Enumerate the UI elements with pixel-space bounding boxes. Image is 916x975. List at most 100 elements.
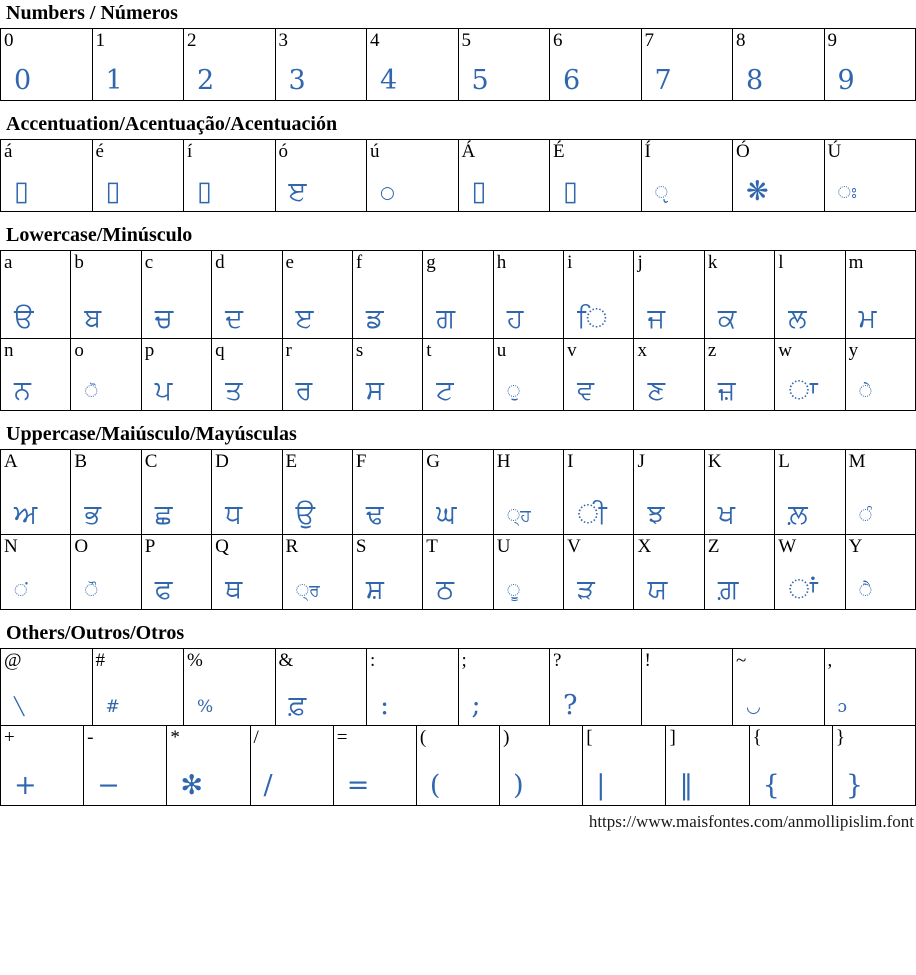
char-label: : — [370, 650, 376, 671]
font-glyph: ੜ — [577, 574, 595, 605]
font-glyph: : — [380, 690, 390, 721]
font-glyph: ਕ — [717, 303, 737, 334]
char-cell: S ਸ਼ — [352, 535, 424, 610]
char-label: N — [4, 536, 18, 557]
font-glyph: 8 — [746, 65, 764, 96]
font-glyph: ੋ — [84, 382, 98, 402]
font-glyph: ɔ — [837, 697, 848, 717]
font-glyph: ਣ — [647, 375, 666, 406]
font-glyph: 3 — [288, 65, 306, 96]
char-table: A ਅ B ਭ C ਛ D ਧ E ਉ F ਢ G ਘ H੍ਹ Iੀ J ਝ K ਖ L ਲ਼ Mੰ Nਂ Oੌ P ਫ Q ਥ R੍ਰ S… — [0, 449, 916, 610]
char-label: J — [637, 451, 645, 472]
font-glyph: # — [105, 697, 120, 717]
font-glyph: ਸ਼ — [365, 574, 384, 605]
char-label: r — [285, 340, 292, 361]
font-glyph: 0 — [14, 65, 32, 96]
section-title: Lowercase/Minúsculo — [6, 224, 193, 246]
font-glyph: ਿ — [577, 303, 608, 334]
char-label: Í — [644, 141, 651, 162]
char-label: l — [778, 252, 784, 273]
char-label: c — [144, 252, 154, 273]
section-title: Others/Outros/Otros — [6, 622, 185, 644]
char-table-group: A ਅ B ਭ C ਛ D ਧ E ਉ F ਢ G ਘ H੍ਹ Iੀ J ਝ K ਖ L ਲ਼ Mੰ Nਂ Oੌ P ਫ Q ਥ R੍ਰ S… — [0, 449, 916, 610]
char-cell: É ▯ — [550, 140, 642, 212]
font-glyph: ? — [563, 690, 578, 721]
char-cell: Úਃ — [824, 140, 916, 212]
char-label: V — [567, 536, 581, 557]
font-glyph: 7 — [654, 65, 672, 96]
char-cell: Ó ❋ — [733, 140, 825, 212]
char-label: 9 — [827, 30, 838, 51]
char-label: p — [144, 340, 155, 361]
char-cell: & ਫ਼ — [275, 649, 367, 726]
char-cell: ! — [641, 649, 733, 726]
font-glyph: ਝ — [647, 499, 665, 530]
char-label: I — [567, 451, 574, 472]
char-label: S — [355, 536, 367, 557]
char-label: a — [4, 252, 13, 273]
char-cell: uੁ — [493, 339, 565, 411]
char-label: Z — [707, 536, 720, 557]
char-label: ; — [461, 650, 467, 671]
font-glyph: ੳ — [14, 303, 34, 334]
font-glyph: ਦ — [225, 303, 244, 334]
font-glyph: ਜ — [647, 303, 666, 334]
char-cell: ,ɔ — [824, 649, 916, 726]
font-glyph: 9 — [837, 65, 855, 96]
char-label: 5 — [461, 30, 472, 51]
char-label: E — [285, 451, 298, 472]
char-label: u — [496, 340, 507, 361]
char-label: H — [496, 451, 511, 472]
char-label: 6 — [553, 30, 563, 51]
char-label: W — [778, 536, 797, 557]
char-cell: :: — [367, 649, 459, 726]
char-cell: Yੈ — [845, 535, 916, 610]
char-cell: Iੀ — [564, 450, 635, 535]
font-glyph: ▯ — [563, 176, 578, 207]
char-label: é — [95, 141, 104, 162]
char-label: e — [285, 252, 294, 273]
char-label: / — [253, 727, 259, 748]
font-glyph: ਗ਼ — [717, 574, 739, 605]
char-label: ( — [419, 727, 427, 748]
char-label: g — [426, 252, 436, 273]
font-glyph: ੀ — [577, 499, 607, 530]
char-cell: ;; — [458, 649, 550, 726]
font-glyph: = — [346, 770, 370, 801]
char-cell: @ ╲ — [1, 649, 93, 726]
font-glyph: ਸ — [365, 375, 384, 406]
char-table: + + - − * ✻ / / = =(())[|] ‖{{}} — [0, 726, 916, 806]
font-glyph: 4 — [380, 65, 398, 96]
char-table-group: @ ╲ # #%% & ਫ਼::;;??! ~ ◡, ɔ + + - − * ✻ / / = =(())[|] ‖{{… — [0, 648, 916, 806]
char-label: 2 — [187, 30, 197, 51]
char-table: a ੳ b ਬ c ਚ d ਦ e ੲ f ਡ g ਗ h ਹ iਿ j ਜ k ਕ l ਲ m ਮ n ਨ oੋ p ਪ q ਤ r ਰ s ਸ t ਟ… — [0, 250, 916, 411]
font-glyph: ਃ — [837, 183, 858, 203]
char-cell: Oੌ — [71, 535, 142, 610]
font-glyph: ਛ — [154, 499, 173, 530]
font-glyph: ੍ਹ — [506, 506, 531, 526]
char-cell: (( — [416, 726, 501, 806]
font-glyph: ) — [513, 770, 524, 801]
section-title: Accentuation/Acentuação/Acentuación — [6, 113, 338, 135]
char-cell: ] ‖ — [666, 726, 750, 806]
char-label: U — [496, 536, 511, 557]
char-cell: Z ਗ਼ — [704, 535, 776, 610]
char-label: h — [496, 252, 507, 273]
font-glyph: ਤ — [225, 375, 243, 406]
font-glyph: ਹ — [506, 303, 524, 334]
char-label: Á — [461, 141, 476, 162]
font-glyph: ; — [471, 690, 481, 721]
char-label: B — [74, 451, 88, 472]
char-label: O — [74, 536, 89, 557]
char-table: á ▯ é ▯ í ▯ ó ੲ ú ○ Á ▯ É ▯ Íੵ Ó ❋ Úਃ — [0, 139, 916, 212]
